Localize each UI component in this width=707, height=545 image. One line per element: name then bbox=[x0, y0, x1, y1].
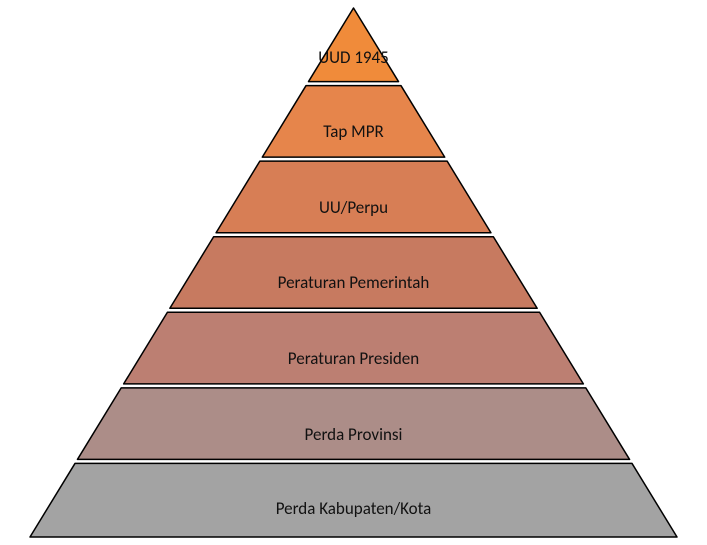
pyramid-level bbox=[170, 237, 537, 309]
pyramid-level bbox=[262, 86, 444, 158]
pyramid-diagram: UUD 1945 Tap MPR UU/Perpu Peraturan Peme… bbox=[0, 0, 707, 545]
pyramid-level bbox=[216, 161, 491, 233]
pyramid-svg bbox=[0, 0, 707, 545]
pyramid-level bbox=[309, 8, 399, 82]
pyramid-level bbox=[30, 463, 677, 537]
pyramid-shapes bbox=[30, 8, 677, 537]
pyramid-level bbox=[77, 388, 629, 460]
pyramid-level bbox=[124, 312, 584, 384]
